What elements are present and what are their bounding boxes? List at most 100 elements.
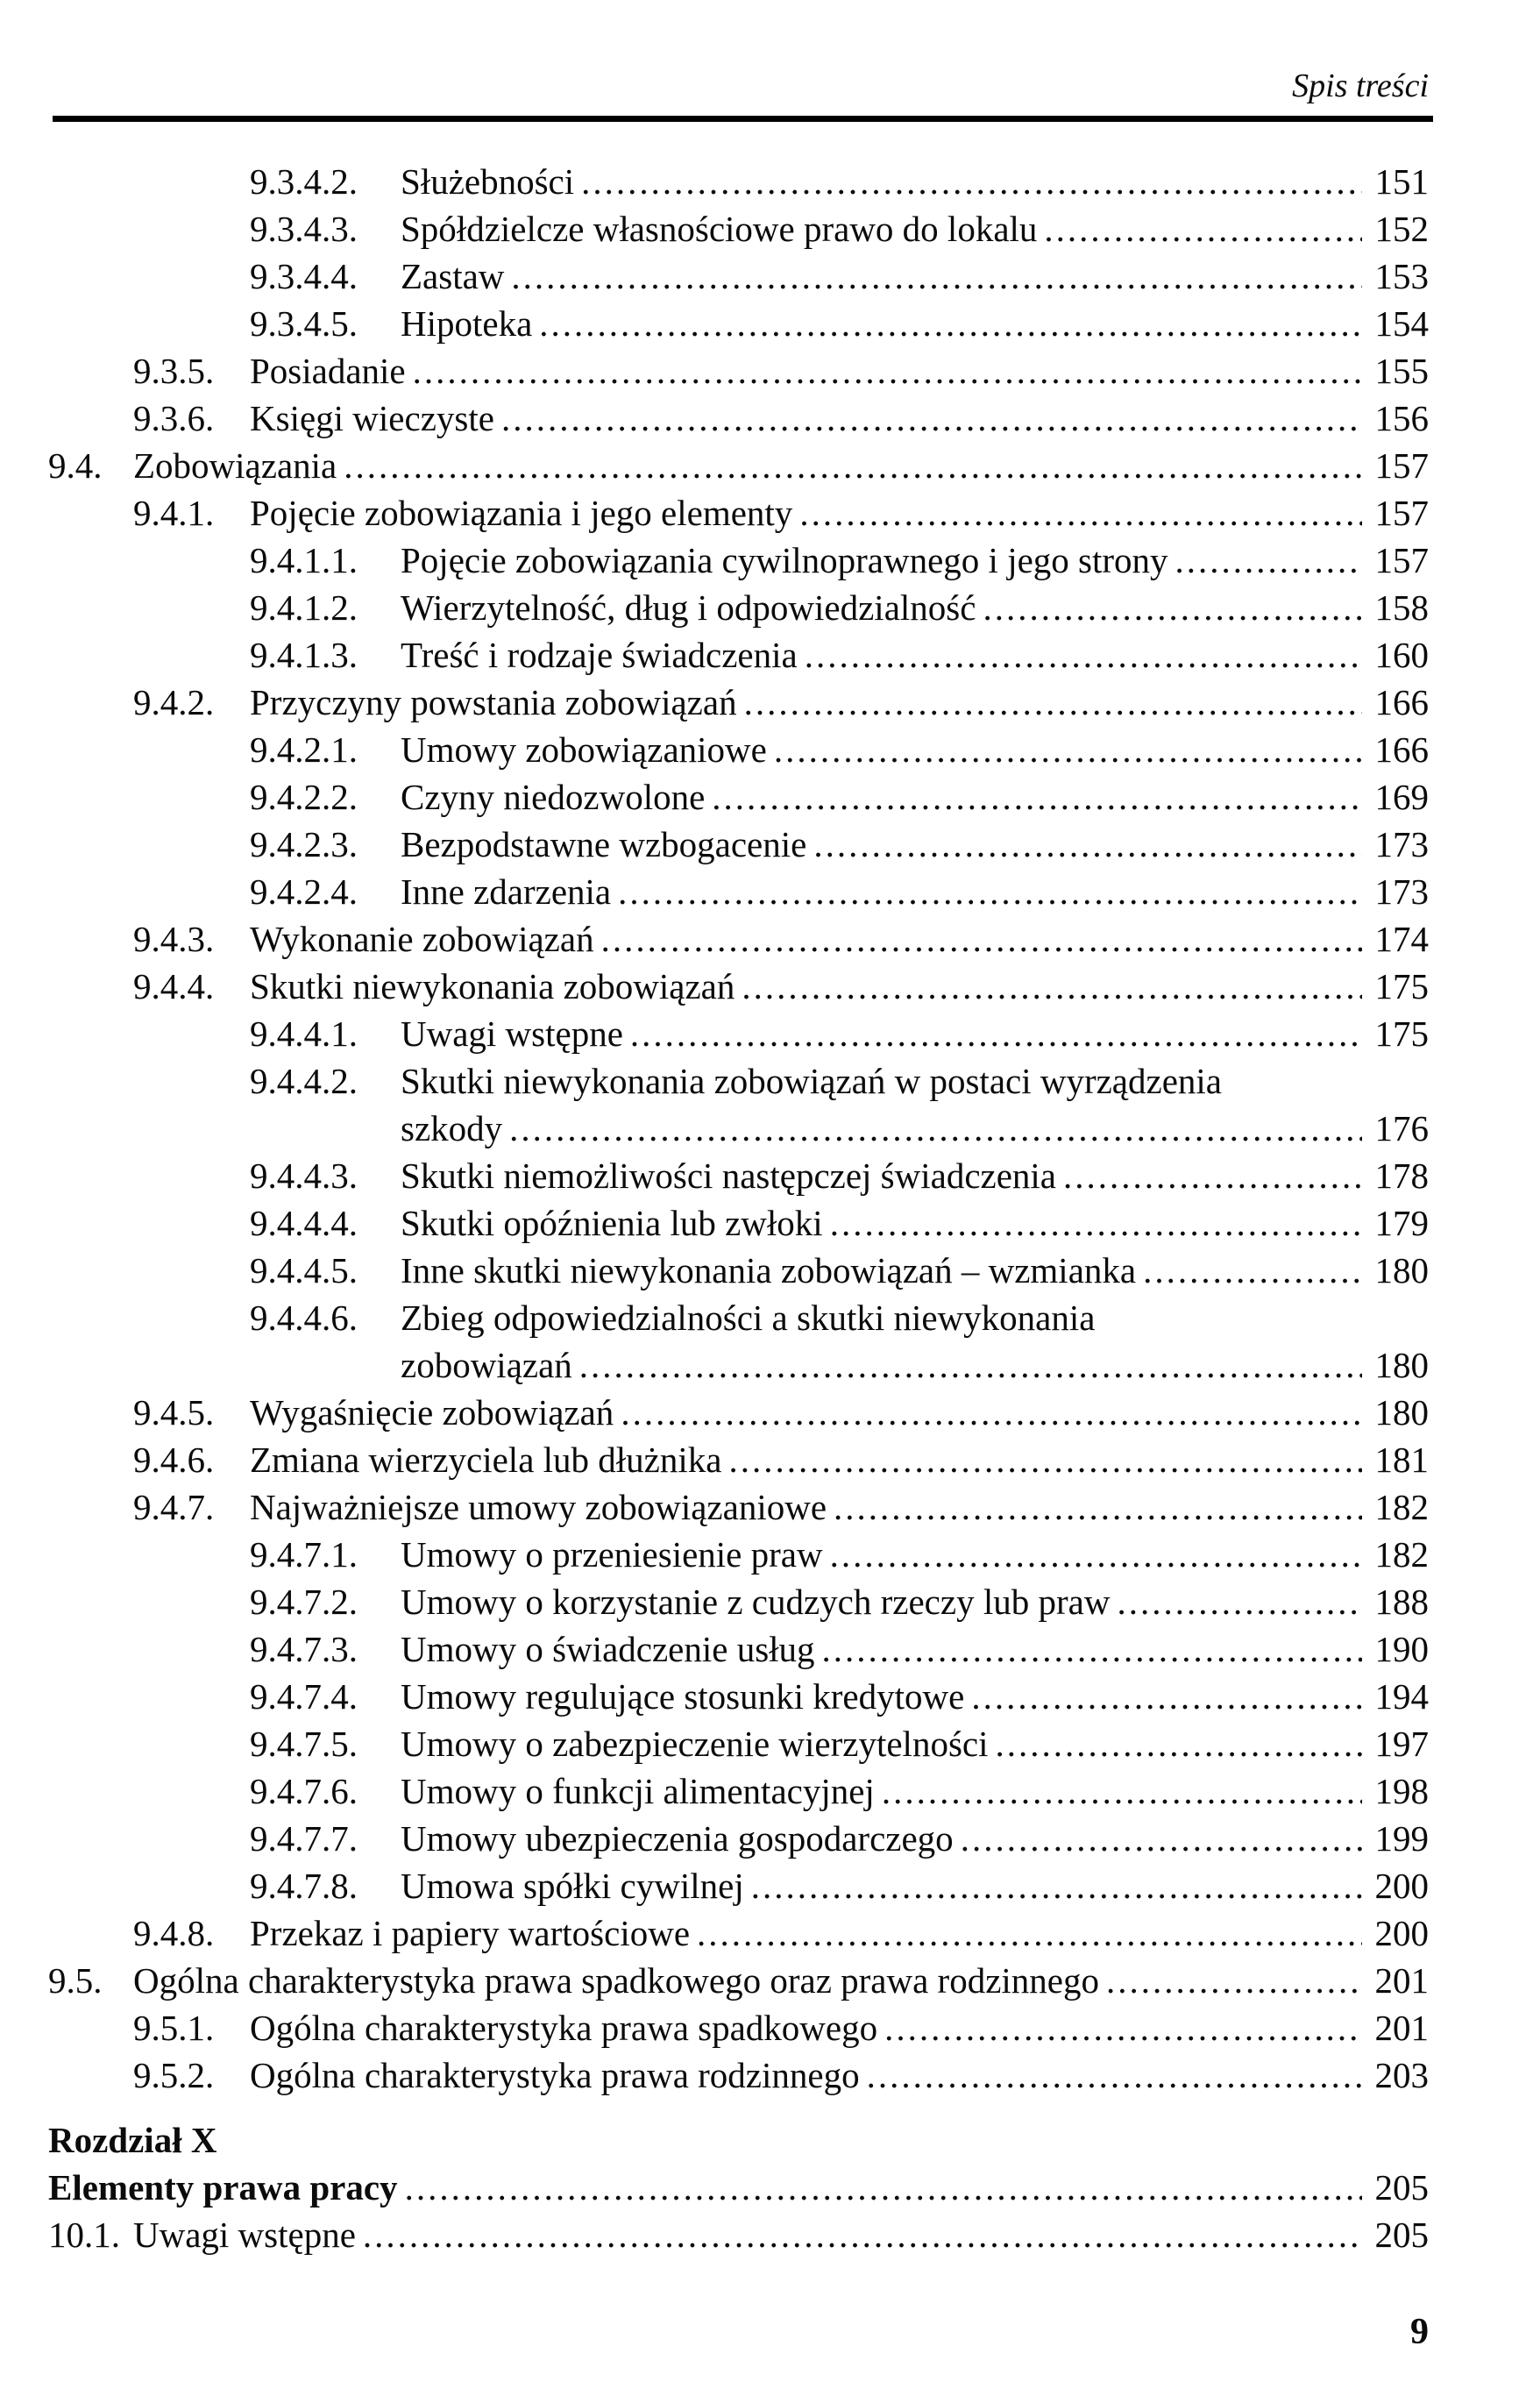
toc-entry: 9.4.4.4. Skutki opóźnienia lub zwłoki 179 xyxy=(0,1199,1429,1247)
entry-page: 179 xyxy=(1374,1203,1430,1243)
toc-entry: 9.4.1.3. Treść i rodzaje świadczenia 160 xyxy=(0,631,1429,679)
entry-number: 9.3.5. xyxy=(133,351,215,391)
entry-page: 175 xyxy=(1374,966,1430,1006)
leader-dots xyxy=(697,1909,1362,1957)
toc-entry: 9.4.7.7. Umowy ubezpieczenia gospodarczeg… xyxy=(0,1815,1429,1862)
toc-entry: 9.3.4.5. Hipoteka 154 xyxy=(0,300,1429,347)
entry-page: 198 xyxy=(1374,1771,1430,1811)
entry-number: 9.4.3. xyxy=(133,919,215,959)
toc-entry: 9.4.4.1. Uwagi wstępne 175 xyxy=(0,1010,1429,1057)
entry-page: 154 xyxy=(1374,303,1430,344)
entry-number: 9.4.4.4. xyxy=(250,1203,358,1243)
entry-number: 9.4.4.1. xyxy=(250,1013,358,1054)
entry-page: 182 xyxy=(1374,1534,1430,1575)
entry-page: 157 xyxy=(1374,493,1430,533)
entry-page: 173 xyxy=(1374,871,1430,912)
leader-dots xyxy=(1143,1247,1362,1294)
page-number: 9 xyxy=(1410,2312,1429,2352)
entry-label: Bezpodstawne wzbogacenie xyxy=(401,824,807,864)
entry-number: 9.5.1. xyxy=(133,2008,215,2048)
entry-page: 157 xyxy=(1374,540,1430,580)
entry-page: 155 xyxy=(1374,351,1430,391)
entry-page: 175 xyxy=(1374,1013,1430,1054)
leader-dots xyxy=(363,2211,1362,2258)
entry-page: 203 xyxy=(1374,2055,1430,2095)
entry-number: 9.4.7.3. xyxy=(250,1629,358,1669)
toc-entry: 9.5. Ogólna charakterystyka prawa spadkow… xyxy=(0,1957,1429,2004)
toc-entry: 9.4.4.3. Skutki niemożliwości następczej … xyxy=(0,1152,1429,1199)
entry-number: 9.4.7. xyxy=(133,1487,215,1527)
entry-label: Wierzytelność, dług i odpowiedzialność xyxy=(401,587,976,628)
entry-number: 9.4.2.2. xyxy=(250,777,358,817)
leader-dots xyxy=(983,584,1362,631)
entry-label: Ogólna charakterystyka prawa spadkowego xyxy=(250,2008,878,2048)
header-rule xyxy=(53,116,1433,122)
toc-entry: 9.4.2.2. Czyny niedozwolone 169 xyxy=(0,773,1429,821)
entry-page: 190 xyxy=(1374,1629,1430,1669)
toc-entry: 9.3.4.3. Spółdzielcze własnościowe prawo … xyxy=(0,205,1429,252)
entry-page: 180 xyxy=(1374,1250,1430,1290)
leader-dots xyxy=(751,1862,1362,1909)
entry-number: 9.3.4.4. xyxy=(250,256,358,296)
entry-number: 9.4.4.2. xyxy=(250,1061,358,1101)
entry-label: Przekaz i papiery wartościowe xyxy=(250,1913,691,1953)
leader-dots xyxy=(971,1673,1362,1720)
toc-entry: 9.4.7.6. Umowy o funkcji alimentacyjnej 19… xyxy=(0,1767,1429,1815)
toc-entry: 9.4.1.1. Pojęcie zobowiązania cywilnopraw… xyxy=(0,537,1429,584)
toc-entry-continuation: zobowiązań 180 xyxy=(0,1341,1429,1389)
entry-page: 152 xyxy=(1374,209,1430,249)
entry-label: Pojęcie zobowiązania i jego elementy xyxy=(250,493,793,533)
entry-label: Zobowiązania xyxy=(133,445,337,486)
entry-number: 9.4.4.5. xyxy=(250,1250,358,1290)
leader-dots xyxy=(511,252,1362,300)
leader-dots xyxy=(805,631,1362,679)
leader-dots xyxy=(601,915,1362,963)
entry-number: 9.3.4.2. xyxy=(250,161,358,202)
toc-entry: 9.4.7.2. Umowy o korzystanie z cudzych rz… xyxy=(0,1578,1429,1625)
entry-page: 174 xyxy=(1374,919,1430,959)
leader-dots xyxy=(996,1720,1363,1767)
leader-dots xyxy=(712,773,1362,821)
entry-number: 10.1. xyxy=(48,2215,120,2255)
entry-label: Umowa spółki cywilnej xyxy=(401,1866,744,1906)
entry-label: Umowy ubezpieczenia gospodarczego xyxy=(401,1818,954,1859)
entry-label: Czyny niedozwolone xyxy=(401,777,706,817)
leader-dots xyxy=(1117,1578,1362,1625)
entry-number: 9.4.8. xyxy=(133,1913,215,1953)
entry-label: Inne skutki niewykonania zobowiązań – wz… xyxy=(401,1250,1137,1290)
leader-dots xyxy=(884,2004,1362,2051)
entry-label: Umowy zobowiązaniowe xyxy=(401,729,767,770)
toc-entry: 9.4.7.4. Umowy regulujące stosunki kredyt… xyxy=(0,1673,1429,1720)
leader-dots xyxy=(630,1010,1362,1057)
entry-number: 9.4.1.2. xyxy=(250,587,358,628)
toc-entry-continuation: szkody 176 xyxy=(0,1105,1429,1152)
entry-label: Pojęcie zobowiązania cywilnoprawnego i j… xyxy=(401,540,1168,580)
leader-dots xyxy=(621,1389,1362,1436)
entry-number: 9.5. xyxy=(48,1960,103,2001)
entry-number: 9.4.7.7. xyxy=(250,1818,358,1859)
toc-entry: 9.4.4.2. Skutki niewykonania zobowiązań w… xyxy=(0,1057,1429,1105)
toc-entry: 9.3.4.2. Służebności 151 xyxy=(0,158,1429,205)
entry-label: Wygaśnięcie zobowiązań xyxy=(250,1392,614,1433)
entry-label: Ogólna charakterystyka prawa rodzinnego xyxy=(250,2055,860,2095)
entry-label: Treść i rodzaje świadczenia xyxy=(401,635,798,675)
toc-entry: 9.4.4.6. Zbieg odpowiedzialności a skutki… xyxy=(0,1294,1429,1341)
entry-page: 153 xyxy=(1374,256,1430,296)
leader-dots xyxy=(413,347,1362,395)
toc-entry: 9.3.5. Posiadanie 155 xyxy=(0,347,1429,395)
entry-number: 9.4.2.4. xyxy=(250,871,358,912)
entry-page: 180 xyxy=(1374,1345,1430,1385)
leader-dots xyxy=(830,1531,1362,1578)
chapter-title-page: 205 xyxy=(1374,2167,1430,2208)
entry-page: 166 xyxy=(1374,729,1430,770)
entry-number: 9.3.4.3. xyxy=(250,209,358,249)
entry-number: 9.4.2.1. xyxy=(250,729,358,770)
entry-page: 160 xyxy=(1374,635,1430,675)
toc-entry: 9.5.1. Ogólna charakterystyka prawa spadk… xyxy=(0,2004,1429,2051)
entry-label: Uwagi wstępne xyxy=(133,2215,356,2255)
entry-page: 188 xyxy=(1374,1582,1430,1622)
entry-label: Uwagi wstępne xyxy=(401,1013,623,1054)
entry-number: 9.4.2. xyxy=(133,682,215,722)
leader-dots xyxy=(834,1483,1362,1531)
